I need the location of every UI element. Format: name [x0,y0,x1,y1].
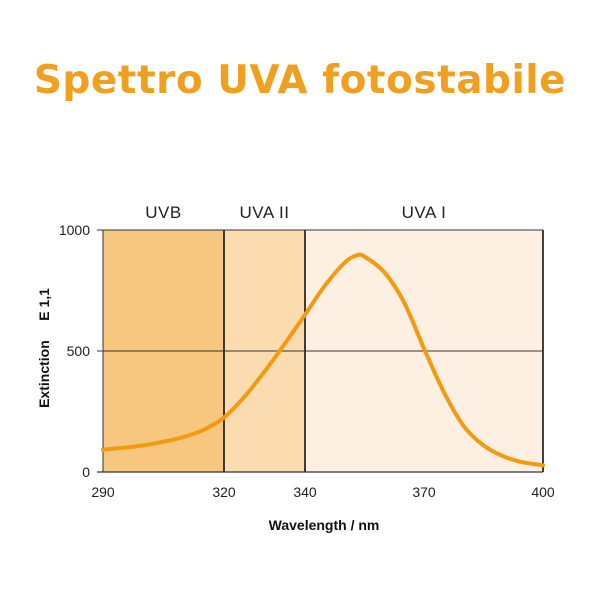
x-tick-label: 320 [212,484,236,500]
region-label-uva-i: UVA I [402,203,447,222]
x-tick-label: 370 [412,484,436,500]
region-label-uvb: UVB [145,203,181,222]
x-tick-label: 340 [293,484,317,500]
axis-labels: UVB UVA II UVA I 290 320 340 370 400 0 500 1000 Wav… [36,203,555,533]
x-axis-title: Wavelength / nm [269,517,380,533]
page-title: Spettro UVA fotostabile [33,58,567,103]
y-tick-label: 500 [67,343,91,359]
y-tick-label: 1000 [59,222,90,238]
y-tick-label: 0 [82,464,90,480]
x-tick-label: 400 [531,484,555,500]
x-tick-label: 290 [91,484,115,500]
absorption-curve [101,252,545,468]
y-axis-title: Extinction E 1,1 [36,288,52,408]
gridlines [97,229,544,473]
region-label-uva-ii: UVA II [240,203,290,222]
absorption-curve-layer [101,252,545,468]
